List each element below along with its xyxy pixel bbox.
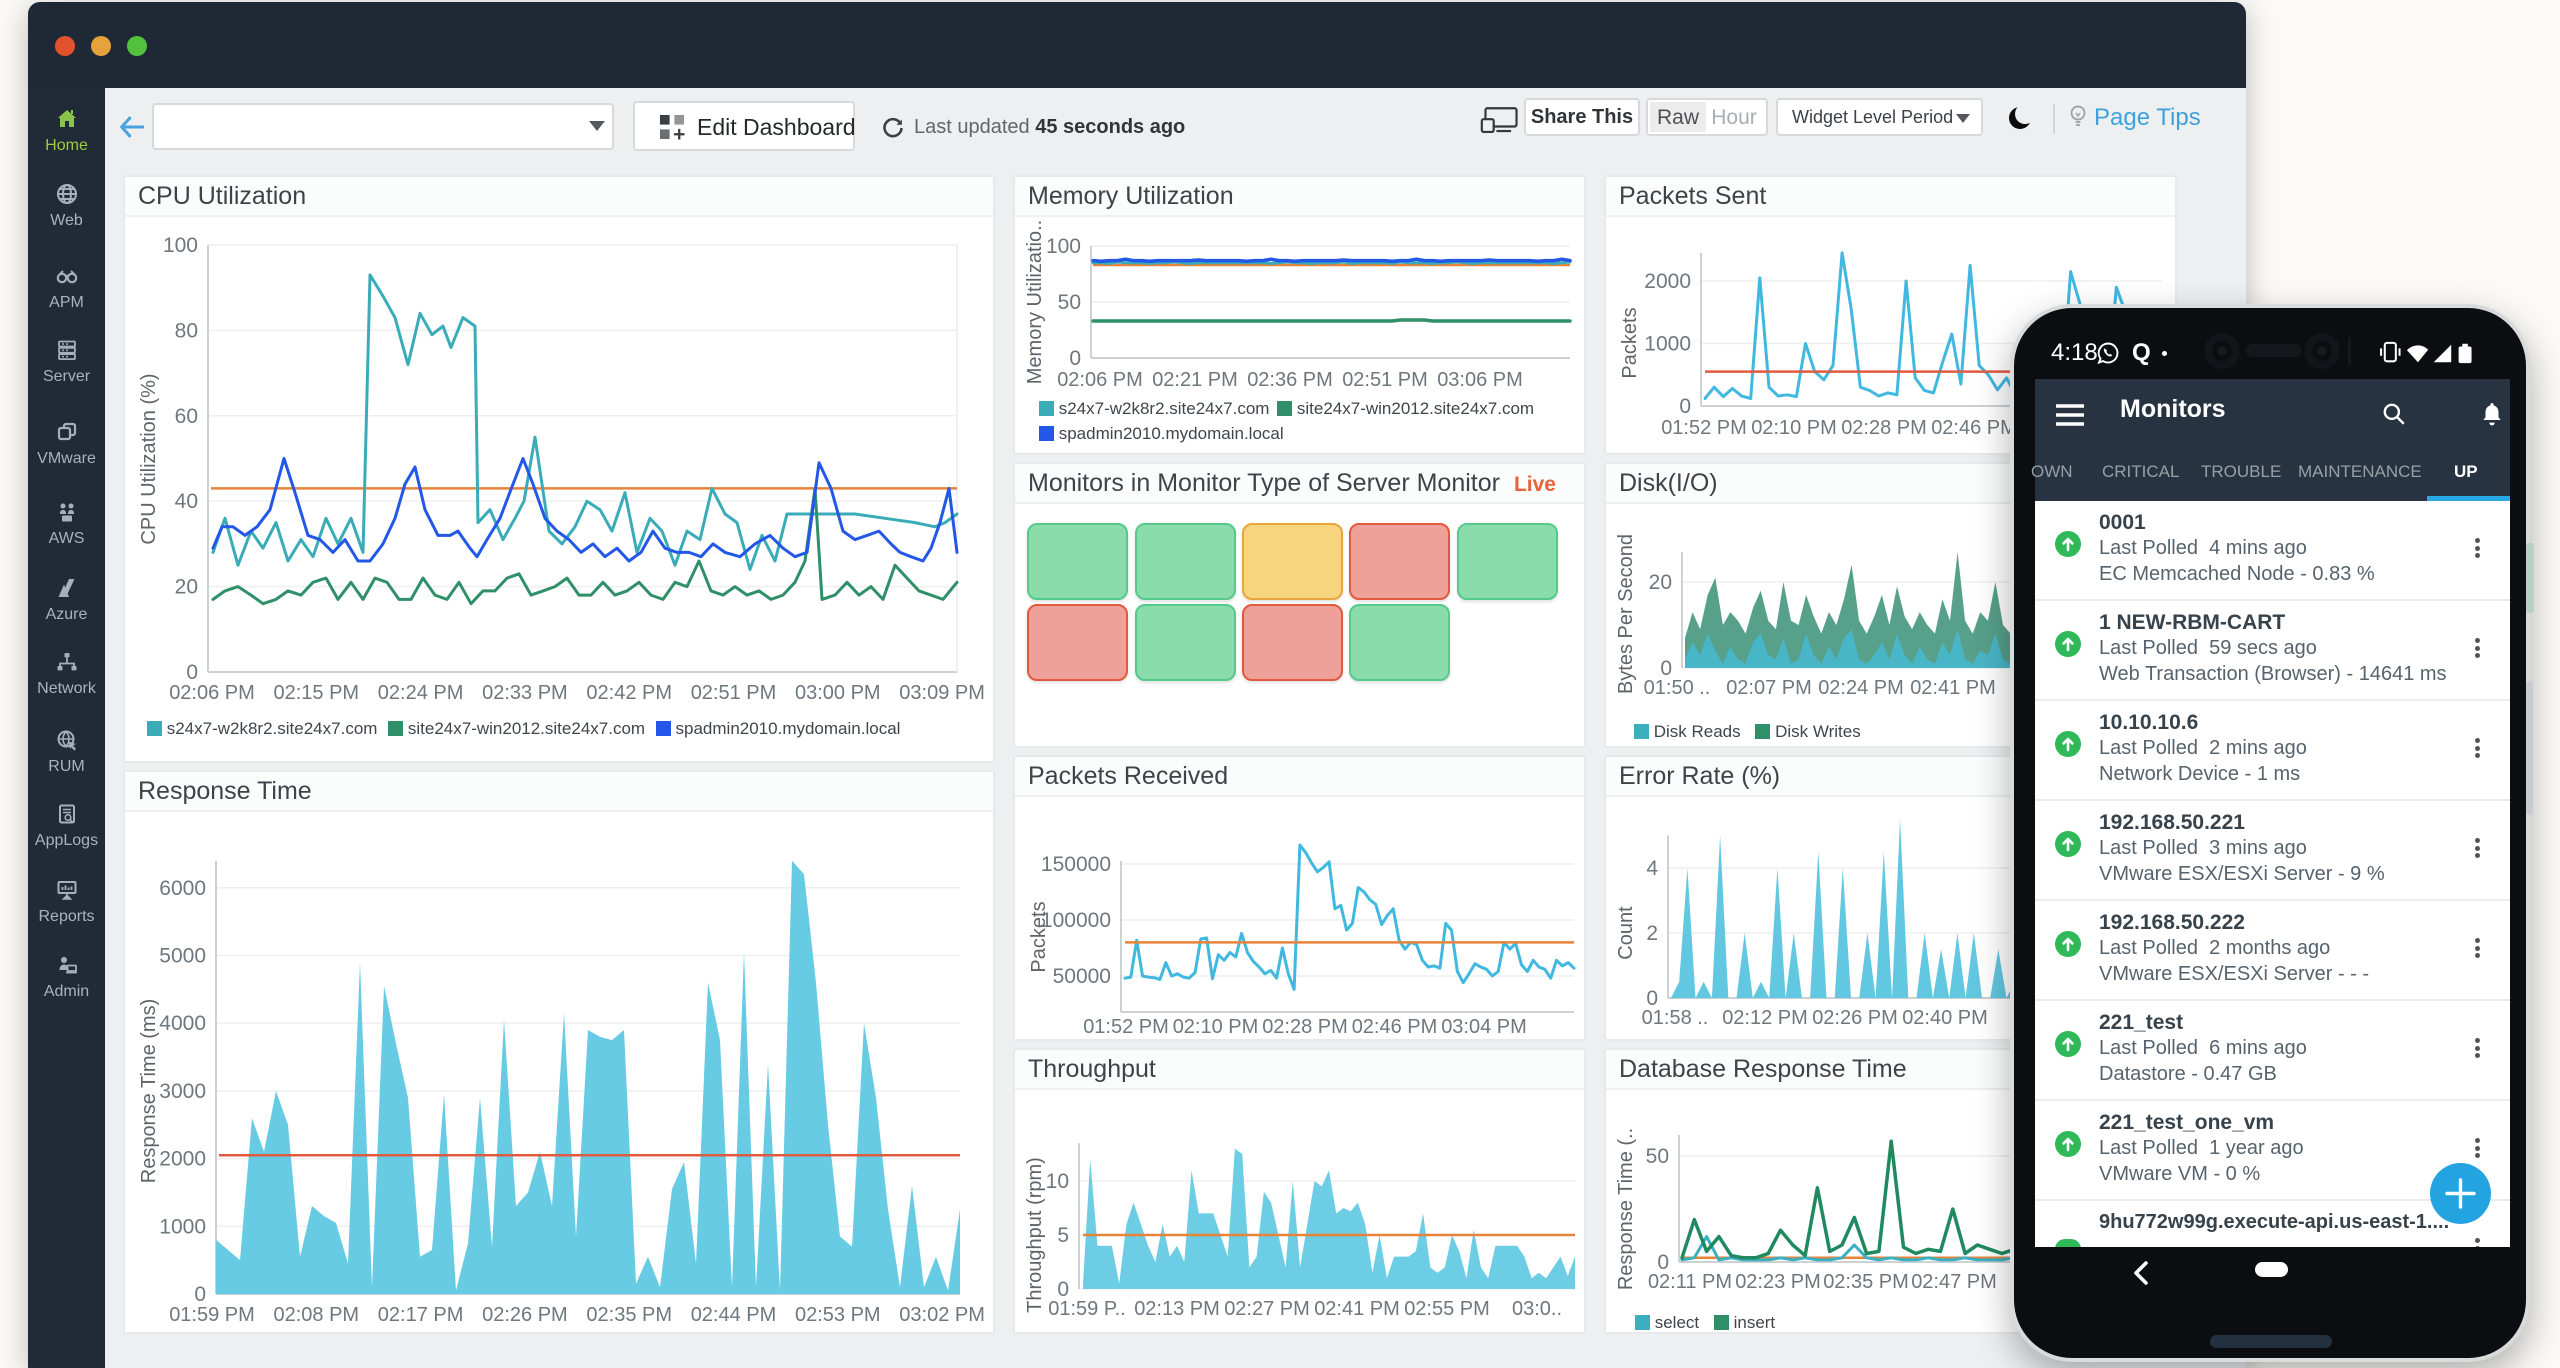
svg-text:100: 100 xyxy=(1046,235,1081,258)
svg-text:5000: 5000 xyxy=(159,945,206,968)
svg-text:02:28 PM: 02:28 PM xyxy=(1841,417,1927,439)
svg-text:02:42 PM: 02:42 PM xyxy=(586,682,672,704)
svg-text:02:26 PM: 02:26 PM xyxy=(482,1304,568,1326)
svg-text:02:13 PM: 02:13 PM xyxy=(1134,1298,1220,1320)
svg-text:02:10 PM: 02:10 PM xyxy=(1751,417,1837,439)
svg-text:0: 0 xyxy=(1057,1278,1069,1301)
svg-text:02:55 PM: 02:55 PM xyxy=(1404,1298,1490,1320)
svg-text:6000: 6000 xyxy=(159,877,206,900)
svg-text:..: .. xyxy=(991,1305,993,1327)
svg-text:02:06 PM: 02:06 PM xyxy=(1057,369,1143,391)
svg-text:Memory Utilizatio..: Memory Utilizatio.. xyxy=(1024,220,1046,384)
svg-text:02:23 PM: 02:23 PM xyxy=(1735,1271,1821,1293)
svg-text:Response Time (..: Response Time (.. xyxy=(1615,1128,1637,1290)
svg-text:02:17 PM: 02:17 PM xyxy=(378,1304,464,1326)
svg-text:Response Time (ms): Response Time (ms) xyxy=(138,999,160,1184)
svg-text:02:46 PM: 02:46 PM xyxy=(1352,1016,1438,1038)
svg-text:1000: 1000 xyxy=(1644,333,1691,356)
svg-text:0: 0 xyxy=(1679,395,1691,418)
svg-text:01:50 ..: 01:50 .. xyxy=(1644,677,1711,699)
svg-text:01:52 PM: 01:52 PM xyxy=(1083,1016,1169,1038)
svg-text:02:08 PM: 02:08 PM xyxy=(273,1304,359,1326)
svg-text:01:59 PM: 01:59 PM xyxy=(169,1304,255,1326)
svg-text:02:28 PM: 02:28 PM xyxy=(1262,1016,1348,1038)
svg-text:2000: 2000 xyxy=(159,1148,206,1171)
svg-text:02:27 PM: 02:27 PM xyxy=(1224,1298,1310,1320)
svg-text:02:35 PM: 02:35 PM xyxy=(586,1304,672,1326)
svg-text:0: 0 xyxy=(186,661,198,684)
svg-text:Packets: Packets xyxy=(1028,901,1050,972)
svg-text:2: 2 xyxy=(1646,922,1658,945)
svg-text:0: 0 xyxy=(1660,657,1672,680)
svg-text:02:26 PM: 02:26 PM xyxy=(1812,1007,1898,1029)
svg-text:Bytes Per Second: Bytes Per Second xyxy=(1615,534,1637,694)
svg-text:03:04 PM: 03:04 PM xyxy=(1441,1016,1527,1038)
svg-text:02:06 PM: 02:06 PM xyxy=(169,682,255,704)
svg-text:02:51 PM: 02:51 PM xyxy=(1342,369,1428,391)
svg-text:0: 0 xyxy=(1646,987,1658,1010)
svg-text:02:07 PM: 02:07 PM xyxy=(1726,677,1812,699)
svg-text:02:53 PM: 02:53 PM xyxy=(795,1304,881,1326)
svg-text:01:59 P..: 01:59 P.. xyxy=(1048,1298,1125,1320)
svg-text:Throughput (rpm): Throughput (rpm) xyxy=(1024,1157,1046,1313)
svg-text:03:06 PM: 03:06 PM xyxy=(1437,369,1523,391)
svg-text:02:12 PM: 02:12 PM xyxy=(1722,1007,1808,1029)
svg-text:2000: 2000 xyxy=(1644,270,1691,293)
svg-text:01:58 ..: 01:58 .. xyxy=(1642,1007,1709,1029)
svg-text:100: 100 xyxy=(163,234,198,257)
svg-text:03:02 PM: 03:02 PM xyxy=(899,1304,985,1326)
svg-text:0: 0 xyxy=(194,1283,206,1306)
svg-text:5: 5 xyxy=(1057,1224,1069,1247)
svg-text:50000: 50000 xyxy=(1053,965,1111,988)
svg-text:02:51 PM: 02:51 PM xyxy=(691,682,777,704)
svg-text:02:47 PM: 02:47 PM xyxy=(1911,1271,1997,1293)
svg-text:02:46 PM: 02:46 PM xyxy=(1931,417,2017,439)
svg-text:3000: 3000 xyxy=(159,1080,206,1103)
svg-text:02:15 PM: 02:15 PM xyxy=(273,682,359,704)
svg-text:02:10 PM: 02:10 PM xyxy=(1173,1016,1259,1038)
svg-text:02:44 PM: 02:44 PM xyxy=(691,1304,777,1326)
svg-text:Packets: Packets xyxy=(1619,307,1641,378)
svg-text:02:35 PM: 02:35 PM xyxy=(1823,1271,1909,1293)
svg-text:02:41 PM: 02:41 PM xyxy=(1910,677,1996,699)
svg-text:1000: 1000 xyxy=(159,1215,206,1238)
svg-text:0: 0 xyxy=(1657,1251,1669,1274)
svg-text:CPU Utilization (%): CPU Utilization (%) xyxy=(138,373,160,544)
svg-text:02:11 PM: 02:11 PM xyxy=(1648,1271,1732,1293)
svg-text:01:52 PM: 01:52 PM xyxy=(1661,417,1747,439)
svg-text:02:41 PM: 02:41 PM xyxy=(1314,1298,1400,1320)
svg-text:80: 80 xyxy=(175,319,198,342)
svg-text:40: 40 xyxy=(175,490,198,513)
svg-text:50: 50 xyxy=(1058,291,1081,314)
svg-text:4: 4 xyxy=(1646,857,1658,880)
svg-text:02:40 PM: 02:40 PM xyxy=(1902,1007,1988,1029)
svg-text:0: 0 xyxy=(1069,347,1081,370)
svg-text:03:00 PM: 03:00 PM xyxy=(795,682,881,704)
svg-text:10: 10 xyxy=(1046,1170,1069,1193)
svg-text:4000: 4000 xyxy=(159,1012,206,1035)
svg-text:60: 60 xyxy=(175,405,198,428)
svg-text:50: 50 xyxy=(1646,1145,1669,1168)
svg-text:100000: 100000 xyxy=(1041,909,1111,932)
svg-text:20: 20 xyxy=(175,576,198,599)
svg-text:02:21 PM: 02:21 PM xyxy=(1152,369,1238,391)
svg-text:03:0..: 03:0.. xyxy=(1512,1298,1562,1320)
svg-text:02:36 PM: 02:36 PM xyxy=(1247,369,1333,391)
svg-text:150000: 150000 xyxy=(1041,853,1111,876)
svg-text:02:24 PM: 02:24 PM xyxy=(1818,677,1904,699)
svg-text:20: 20 xyxy=(1649,571,1672,594)
svg-text:02:33 PM: 02:33 PM xyxy=(482,682,568,704)
svg-text:03:09 PM: 03:09 PM xyxy=(899,682,985,704)
svg-text:02:24 PM: 02:24 PM xyxy=(378,682,464,704)
svg-text:Count: Count xyxy=(1615,906,1637,960)
